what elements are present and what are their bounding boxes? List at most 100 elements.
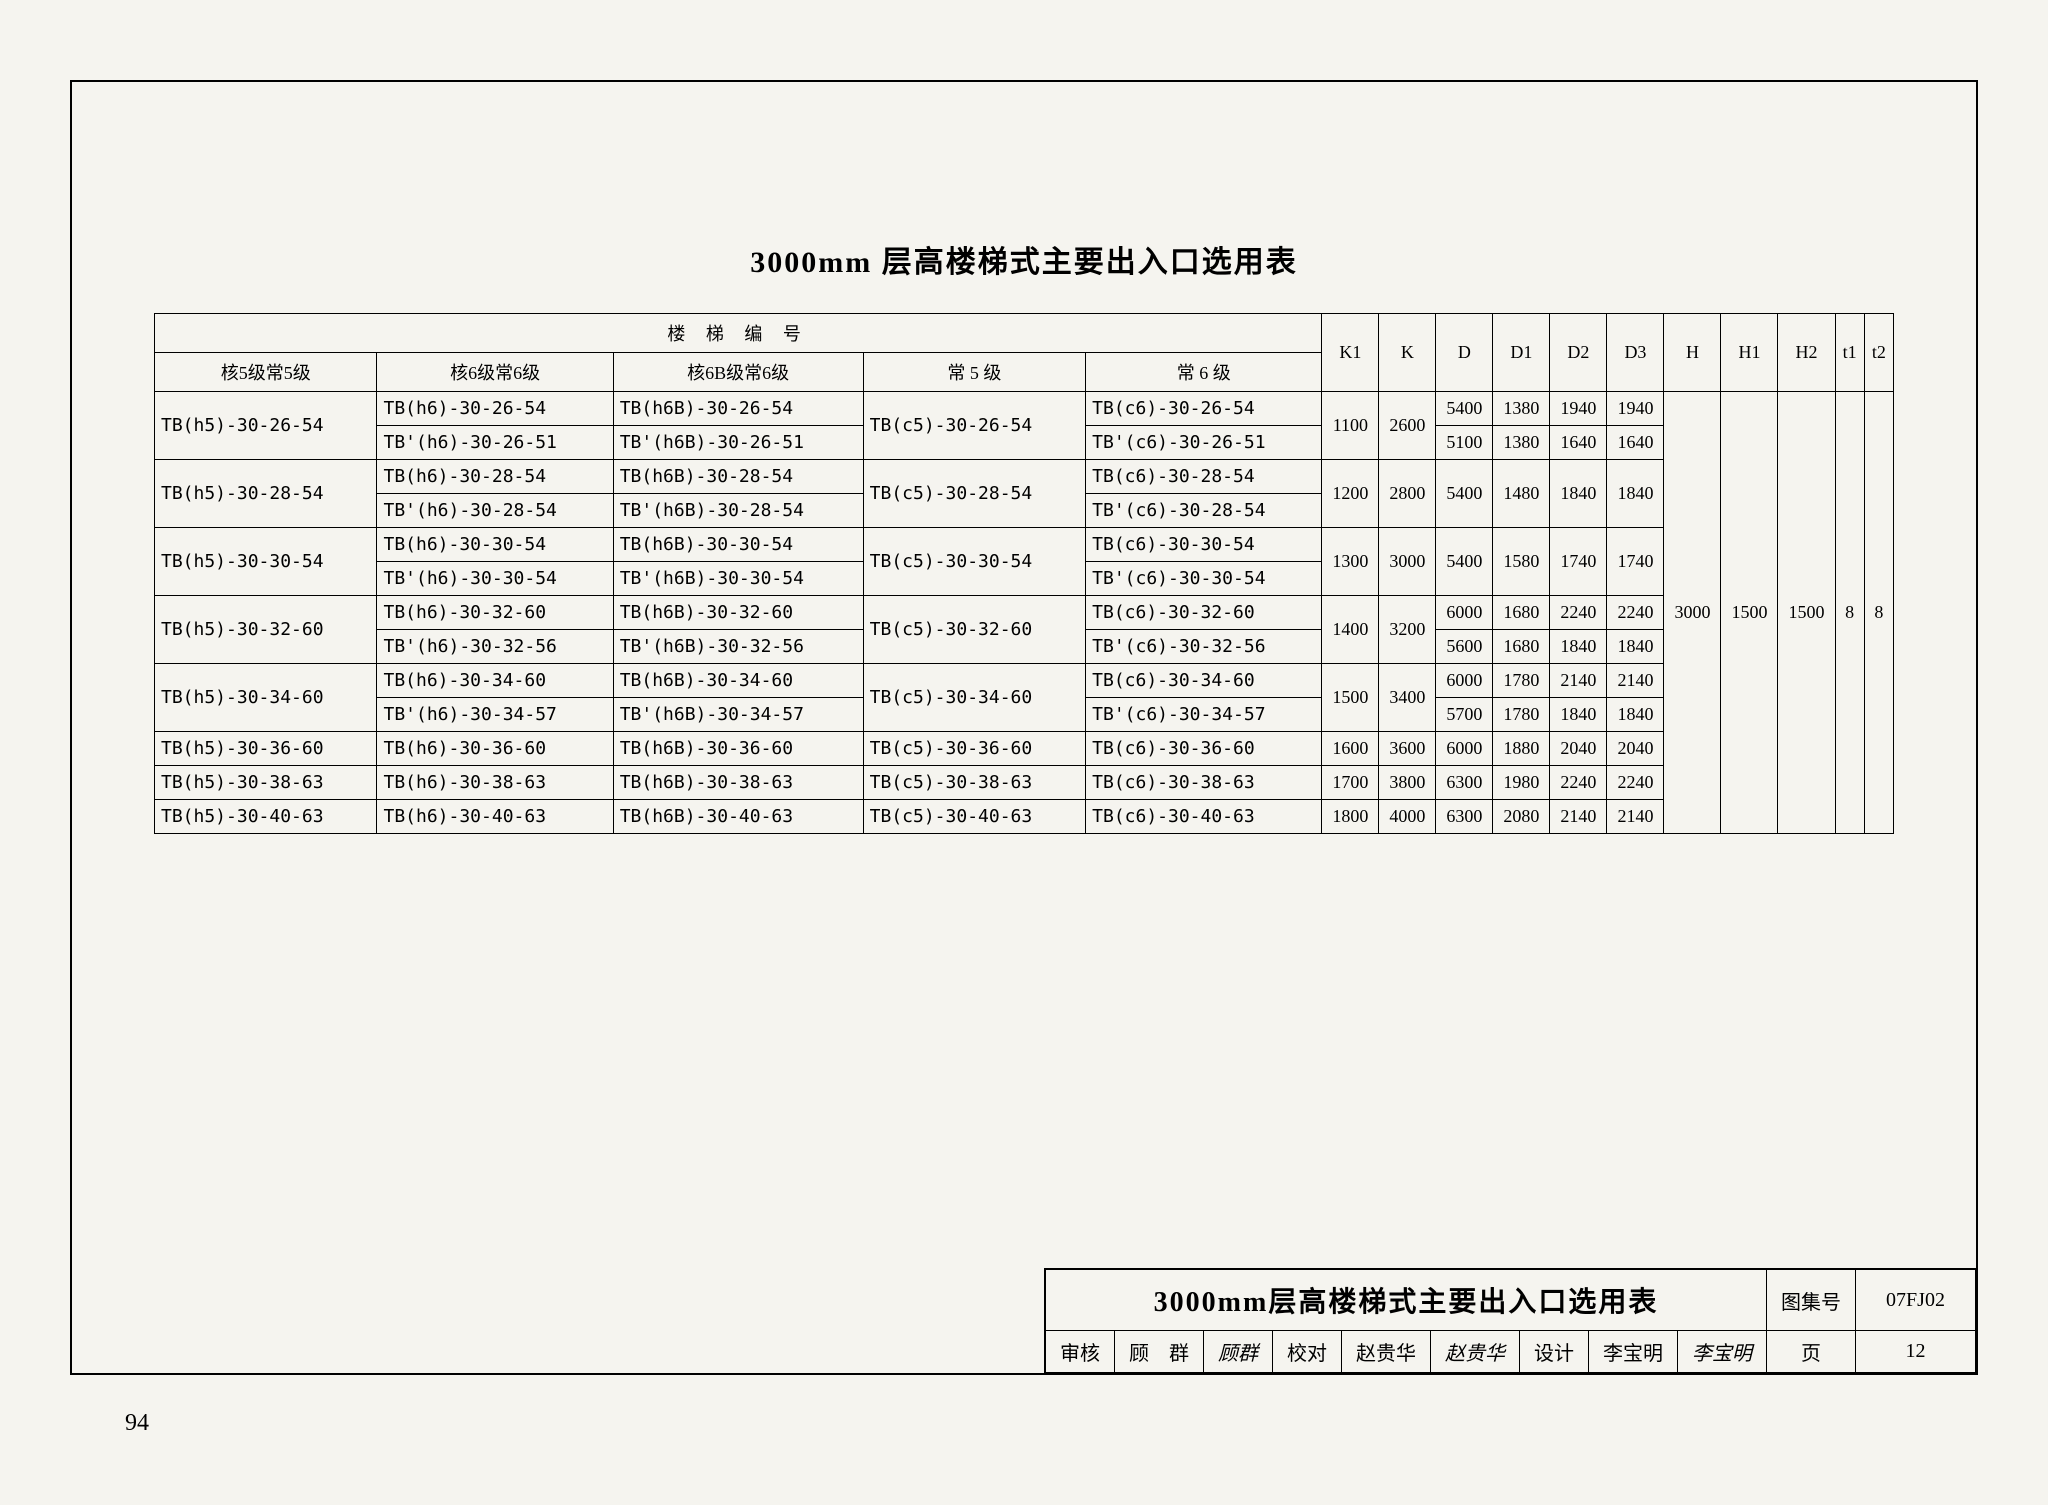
sub-3: 常 5 级 — [863, 353, 1085, 392]
title-block: 3000mm层高楼梯式主要出入口选用表图集号07FJ02审核顾 群顾群校对赵贵华… — [1044, 1268, 1976, 1373]
tb-shenhe-name: 顾 群 — [1115, 1331, 1204, 1373]
cell-k: 3000 — [1379, 528, 1436, 596]
col-D2: D2 — [1550, 314, 1607, 392]
cell-c1: TB(h5)-30-30-54 — [155, 528, 377, 596]
cell-d2: 1740 — [1550, 528, 1607, 596]
cell-d2: 1840 — [1550, 630, 1607, 664]
cell-d: 5100 — [1436, 426, 1493, 460]
cell-d3: 2240 — [1607, 766, 1664, 800]
cell-c5: TB(c6)-30-34-60 — [1086, 664, 1322, 698]
cell-c5: TB(c6)-30-38-63 — [1086, 766, 1322, 800]
cell-d: 6000 — [1436, 664, 1493, 698]
cell-d1: 1380 — [1493, 426, 1550, 460]
table-row: TB(h5)-30-30-54 TB(h6)-30-30-54 TB(h6B)-… — [155, 528, 1894, 562]
cell-c1: TB(h5)-30-38-63 — [155, 766, 377, 800]
col-D: D — [1436, 314, 1493, 392]
cell-c3: TB'(h6B)-30-30-54 — [613, 562, 863, 596]
cell-c2: TB(h6)-30-30-54 — [377, 528, 613, 562]
cell-d3: 1640 — [1607, 426, 1664, 460]
cell-c4: TB(c5)-30-26-54 — [863, 392, 1085, 460]
header-group: 楼 梯 编 号 — [155, 314, 1322, 353]
tb-sheji-sig: 李宝明 — [1678, 1331, 1767, 1373]
cell-k1: 1100 — [1322, 392, 1379, 460]
cell-c3: TB'(h6B)-30-32-56 — [613, 630, 863, 664]
cell-c5: TB'(c6)-30-34-57 — [1086, 698, 1322, 732]
col-t2: t2 — [1864, 314, 1893, 392]
cell-d: 5700 — [1436, 698, 1493, 732]
tb-jiaodui-label: 校对 — [1273, 1331, 1342, 1373]
page-number: 94 — [125, 1410, 149, 1437]
cell-c2: TB'(h6)-30-30-54 — [377, 562, 613, 596]
cell-t1: 8 — [1835, 392, 1864, 834]
cell-c5: TB(c6)-30-32-60 — [1086, 596, 1322, 630]
cell-d1: 1580 — [1493, 528, 1550, 596]
col-K: K — [1379, 314, 1436, 392]
cell-d1: 1980 — [1493, 766, 1550, 800]
cell-d: 6000 — [1436, 732, 1493, 766]
cell-c1: TB(h5)-30-28-54 — [155, 460, 377, 528]
table-row: TB(h5)-30-28-54 TB(h6)-30-28-54 TB(h6B)-… — [155, 460, 1894, 494]
cell-c5: TB(c6)-30-40-63 — [1086, 800, 1322, 834]
tb-tuji: 07FJ02 — [1856, 1269, 1976, 1331]
cell-c4: TB(c5)-30-30-54 — [863, 528, 1085, 596]
cell-c3: TB(h6B)-30-36-60 — [613, 732, 863, 766]
cell-d1: 1380 — [1493, 392, 1550, 426]
cell-d1: 2080 — [1493, 800, 1550, 834]
cell-d2: 2140 — [1550, 664, 1607, 698]
table-row: TB(h5)-30-40-63 TB(h6)-30-40-63 TB(h6B)-… — [155, 800, 1894, 834]
cell-k1: 1500 — [1322, 664, 1379, 732]
cell-c3: TB(h6B)-30-32-60 — [613, 596, 863, 630]
cell-c3: TB(h6B)-30-38-63 — [613, 766, 863, 800]
cell-c5: TB(c6)-30-36-60 — [1086, 732, 1322, 766]
cell-H2: 1500 — [1778, 392, 1835, 834]
cell-c3: TB'(h6B)-30-26-51 — [613, 426, 863, 460]
cell-c1: TB(h5)-30-36-60 — [155, 732, 377, 766]
cell-c4: TB(c5)-30-36-60 — [863, 732, 1085, 766]
cell-c5: TB(c6)-30-26-54 — [1086, 392, 1322, 426]
col-t1: t1 — [1835, 314, 1864, 392]
tb-sheji-label: 设计 — [1520, 1331, 1589, 1373]
cell-c4: TB(c5)-30-34-60 — [863, 664, 1085, 732]
tb-title: 3000mm层高楼梯式主要出入口选用表 — [1045, 1269, 1767, 1331]
cell-c1: TB(h5)-30-40-63 — [155, 800, 377, 834]
cell-d3: 2140 — [1607, 800, 1664, 834]
cell-k1: 1700 — [1322, 766, 1379, 800]
cell-c2: TB(h6)-30-36-60 — [377, 732, 613, 766]
cell-d1: 1480 — [1493, 460, 1550, 528]
cell-t2: 8 — [1864, 392, 1893, 834]
cell-k: 2600 — [1379, 392, 1436, 460]
cell-d: 6000 — [1436, 596, 1493, 630]
cell-d3: 2140 — [1607, 664, 1664, 698]
table-row: TB(h5)-30-34-60 TB(h6)-30-34-60 TB(h6B)-… — [155, 664, 1894, 698]
cell-k1: 1800 — [1322, 800, 1379, 834]
cell-d1: 1680 — [1493, 630, 1550, 664]
tb-jiaodui-name: 赵贵华 — [1342, 1331, 1431, 1373]
cell-c1: TB(h5)-30-32-60 — [155, 596, 377, 664]
cell-d3: 2040 — [1607, 732, 1664, 766]
col-K1: K1 — [1322, 314, 1379, 392]
cell-c3: TB'(h6B)-30-34-57 — [613, 698, 863, 732]
cell-d: 5400 — [1436, 528, 1493, 596]
col-D3: D3 — [1607, 314, 1664, 392]
cell-c2: TB(h6)-30-28-54 — [377, 460, 613, 494]
cell-c2: TB(h6)-30-32-60 — [377, 596, 613, 630]
cell-d1: 1780 — [1493, 664, 1550, 698]
cell-c3: TB'(h6B)-30-28-54 — [613, 494, 863, 528]
cell-c5: TB'(c6)-30-32-56 — [1086, 630, 1322, 664]
cell-k1: 1600 — [1322, 732, 1379, 766]
cell-k: 3600 — [1379, 732, 1436, 766]
cell-d2: 2240 — [1550, 596, 1607, 630]
cell-d: 5600 — [1436, 630, 1493, 664]
cell-c2: TB'(h6)-30-34-57 — [377, 698, 613, 732]
tb-page-label: 页 — [1767, 1331, 1856, 1373]
cell-c2: TB(h6)-30-26-54 — [377, 392, 613, 426]
sub-2: 核6B级常6级 — [613, 353, 863, 392]
table-title: 3000mm 层高楼梯式主要出入口选用表 — [72, 237, 1976, 281]
sub-4: 常 6 级 — [1086, 353, 1322, 392]
tb-page: 12 — [1856, 1331, 1976, 1373]
cell-d3: 1840 — [1607, 698, 1664, 732]
cell-c2: TB'(h6)-30-28-54 — [377, 494, 613, 528]
cell-d1: 1880 — [1493, 732, 1550, 766]
cell-k: 2800 — [1379, 460, 1436, 528]
table-row: TB(h5)-30-32-60 TB(h6)-30-32-60 TB(h6B)-… — [155, 596, 1894, 630]
